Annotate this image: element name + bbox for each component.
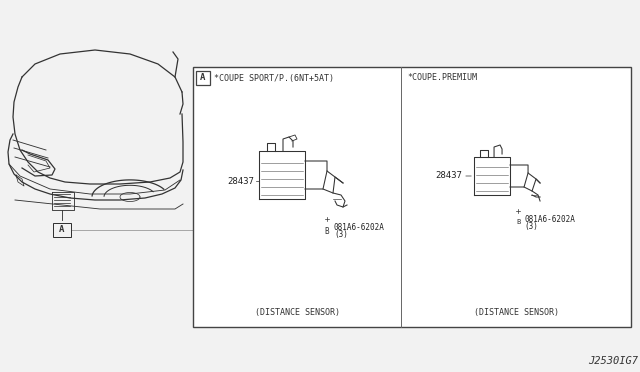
Bar <box>53 223 71 237</box>
Text: *COUPE SPORT/P.(6NT+5AT): *COUPE SPORT/P.(6NT+5AT) <box>214 74 334 83</box>
Text: B: B <box>516 219 520 225</box>
Text: (DISTANCE SENSOR): (DISTANCE SENSOR) <box>255 308 340 317</box>
Text: A: A <box>60 225 65 234</box>
Text: (DISTANCE SENSOR): (DISTANCE SENSOR) <box>474 308 559 317</box>
Text: (3): (3) <box>334 231 348 240</box>
Text: *COUPE.PREMIUM: *COUPE.PREMIUM <box>407 74 477 83</box>
Text: 081A6-6202A: 081A6-6202A <box>334 224 385 232</box>
Text: J2530IG7: J2530IG7 <box>588 356 638 366</box>
Text: A: A <box>200 74 205 83</box>
Text: 28437: 28437 <box>435 171 462 180</box>
Text: (3): (3) <box>524 221 538 231</box>
Text: 081A6-6202A: 081A6-6202A <box>524 215 575 224</box>
Bar <box>193 67 631 327</box>
Bar <box>196 71 210 85</box>
Text: B: B <box>324 227 330 235</box>
Text: 28437: 28437 <box>227 176 254 186</box>
